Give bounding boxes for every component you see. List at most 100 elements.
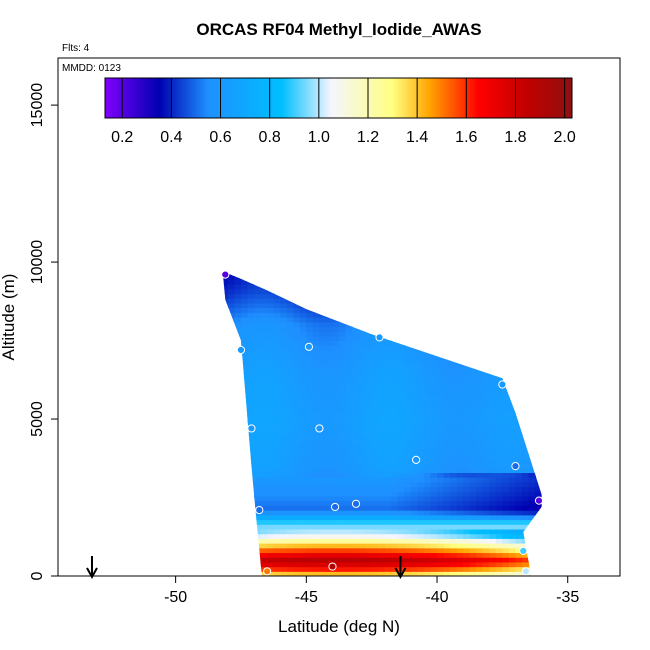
heatmap-cell bbox=[260, 543, 268, 549]
heatmap-cell bbox=[450, 481, 458, 488]
heatmap-cell bbox=[489, 477, 497, 483]
heatmap-cell bbox=[319, 571, 327, 576]
heatmap-cell bbox=[457, 265, 464, 270]
heatmap-cell bbox=[260, 472, 268, 478]
heatmap-cell bbox=[293, 448, 301, 455]
heatmap-cell bbox=[548, 331, 555, 336]
heatmap-cell bbox=[398, 265, 405, 270]
heatmap-cell bbox=[280, 439, 288, 445]
heatmap-cell bbox=[299, 312, 307, 318]
heatmap-cell bbox=[319, 364, 327, 370]
heatmap-cell bbox=[391, 288, 399, 295]
heatmap-cell bbox=[234, 561, 242, 568]
heatmap-cell bbox=[371, 510, 379, 516]
heatmap-cell bbox=[495, 552, 503, 558]
heatmap-cell bbox=[482, 547, 490, 554]
heatmap-cell bbox=[299, 354, 307, 360]
heatmap-cell bbox=[542, 289, 549, 294]
heatmap-cell bbox=[339, 378, 347, 384]
heatmap-cell bbox=[267, 420, 275, 426]
heatmap-cell bbox=[371, 439, 379, 445]
heatmap-cell bbox=[332, 430, 340, 436]
heatmap-cell bbox=[437, 477, 445, 483]
heatmap-cell bbox=[280, 312, 288, 318]
heatmap-cell bbox=[273, 382, 281, 389]
heatmap-cell bbox=[222, 293, 229, 299]
heatmap-cell bbox=[254, 368, 262, 375]
heatmap-cell bbox=[339, 467, 347, 473]
heatmap-cell bbox=[489, 335, 497, 342]
heatmap-cell bbox=[502, 547, 510, 554]
heatmap-cell bbox=[240, 359, 249, 365]
heatmap-cell bbox=[469, 477, 477, 483]
heatmap-cell bbox=[273, 481, 281, 488]
heatmap-cell bbox=[358, 382, 366, 389]
heatmap-cell bbox=[489, 505, 497, 511]
heatmap-cell bbox=[430, 477, 438, 483]
heatmap-cell bbox=[476, 514, 484, 521]
heatmap-cell bbox=[312, 382, 320, 389]
heatmap-cell bbox=[260, 453, 268, 459]
heatmap-cell bbox=[280, 538, 288, 544]
heatmap-cell bbox=[450, 411, 458, 417]
heatmap-cell bbox=[280, 345, 288, 351]
heatmap-cell bbox=[247, 317, 255, 323]
heatmap-cell bbox=[371, 373, 379, 379]
heatmap-cell bbox=[234, 326, 242, 332]
heatmap-cell bbox=[227, 406, 236, 412]
y-axis-label: Altitude (m) bbox=[0, 274, 18, 361]
heatmap-cell bbox=[417, 514, 425, 521]
heatmap-cell bbox=[345, 321, 353, 328]
heatmap-cell bbox=[280, 265, 287, 270]
heatmap-cell bbox=[352, 368, 360, 375]
heatmap-cell bbox=[325, 538, 334, 544]
heatmap-cell bbox=[469, 307, 477, 313]
sample-point bbox=[263, 567, 272, 576]
heatmap-cell bbox=[443, 349, 451, 356]
heatmap-cell bbox=[437, 481, 445, 488]
heatmap-cell bbox=[548, 552, 555, 557]
heatmap-cell bbox=[423, 472, 432, 478]
heatmap-cell bbox=[548, 454, 555, 459]
heatmap-cell bbox=[227, 538, 236, 544]
heatmap-cell bbox=[332, 420, 340, 426]
heatmap-cell bbox=[430, 448, 438, 455]
heatmap-cell bbox=[352, 378, 360, 384]
heatmap-cell bbox=[222, 439, 229, 445]
heatmap-cell bbox=[260, 561, 268, 568]
heatmap-cell bbox=[548, 515, 555, 520]
heatmap-cell bbox=[397, 354, 405, 360]
heatmap-cell bbox=[508, 505, 517, 511]
heatmap-cell bbox=[234, 519, 242, 525]
heatmap-cell bbox=[371, 345, 379, 351]
heatmap-cell bbox=[495, 397, 503, 403]
heatmap-cell bbox=[463, 444, 471, 450]
heatmap-cell bbox=[378, 425, 386, 431]
heatmap-cell bbox=[240, 378, 249, 384]
heatmap-cell bbox=[332, 557, 340, 563]
heatmap-cell bbox=[319, 434, 327, 441]
heatmap-cell bbox=[286, 274, 294, 280]
heatmap-cell bbox=[515, 321, 523, 328]
heatmap-cell bbox=[404, 279, 412, 285]
heatmap-cell bbox=[345, 510, 353, 516]
heatmap-cell bbox=[371, 533, 379, 539]
heatmap-cell bbox=[476, 331, 484, 337]
heatmap-cell bbox=[515, 298, 523, 304]
heatmap-cell bbox=[378, 345, 386, 351]
heatmap-cell bbox=[404, 495, 412, 502]
heatmap-cell bbox=[319, 331, 327, 337]
heatmap-cell bbox=[215, 326, 222, 331]
heatmap-cell bbox=[247, 543, 255, 549]
heatmap-cell bbox=[391, 448, 399, 455]
heatmap-cell bbox=[240, 425, 249, 431]
heatmap-cell bbox=[391, 401, 399, 408]
heatmap-cell bbox=[476, 298, 484, 304]
heatmap-cell bbox=[312, 538, 320, 544]
heatmap-cell bbox=[339, 528, 347, 535]
colorbar: 0.2 0.4 0.6 0.8 1.0 1.2 1.4 1.6 1.8 2.0 bbox=[104, 77, 576, 146]
heatmap-cell bbox=[306, 317, 314, 323]
heatmap-cell bbox=[521, 312, 530, 318]
heatmap-cell bbox=[247, 557, 255, 563]
heatmap-cell bbox=[287, 260, 294, 265]
